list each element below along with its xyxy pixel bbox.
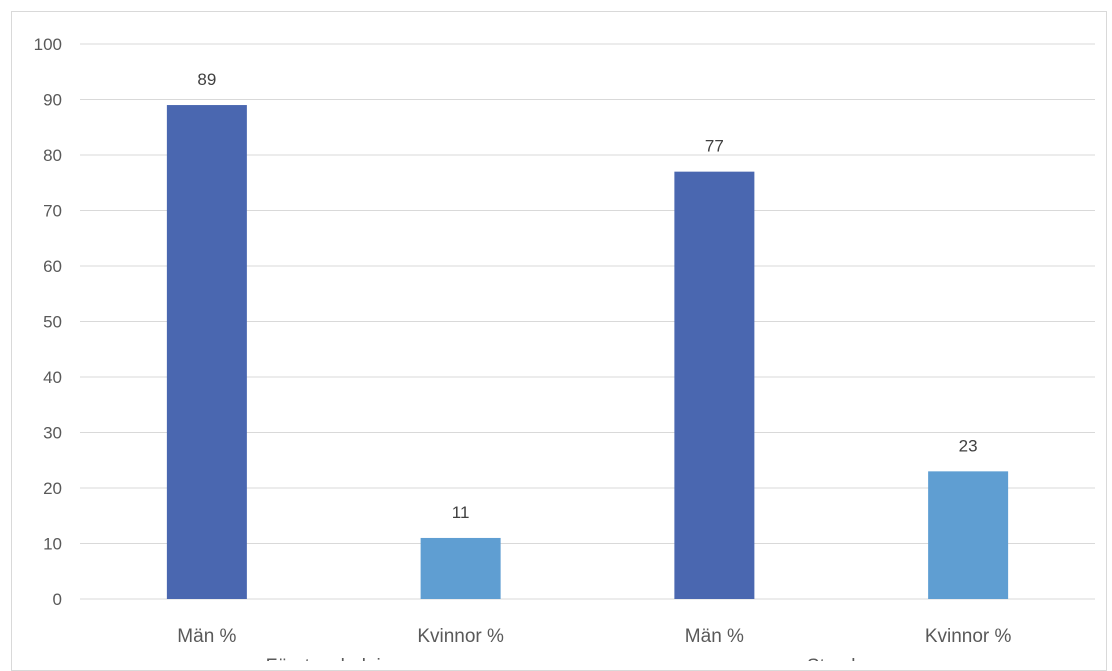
- y-tick-label: 60: [43, 257, 62, 276]
- x-category-label: Män %: [685, 626, 744, 647]
- y-tick-label: 40: [43, 368, 62, 387]
- x-axis-categories: Män % Kvinnor % Män % Kvinnor % Företagsledn…: [177, 626, 1011, 661]
- y-axis-ticks: 0 10 20 30 40 50 60 70 80 90 100: [34, 35, 62, 609]
- data-label: 23: [959, 436, 978, 455]
- x-group-label: Styrelse: [807, 656, 876, 661]
- data-label: 77: [705, 137, 724, 156]
- data-label: 89: [197, 70, 216, 89]
- y-tick-label: 50: [43, 313, 62, 332]
- y-tick-label: 10: [43, 535, 62, 554]
- y-tick-label: 20: [43, 479, 62, 498]
- y-tick-label: 0: [53, 590, 62, 609]
- x-category-label: Män %: [177, 626, 236, 647]
- x-category-label: Kvinnor %: [417, 626, 504, 647]
- bar: [166, 105, 247, 600]
- y-tick-label: 30: [43, 424, 62, 443]
- bars: [166, 105, 1009, 600]
- data-labels: 89 11 77 23: [197, 70, 977, 522]
- bar: [674, 171, 755, 599]
- y-tick-label: 100: [34, 35, 62, 54]
- gridlines: [80, 43, 1095, 600]
- bar: [420, 537, 501, 599]
- data-label: 11: [452, 503, 470, 522]
- x-group-label: Företagsledning: [266, 656, 402, 661]
- y-tick-label: 80: [43, 146, 62, 165]
- x-category-label: Kvinnor %: [925, 626, 1012, 647]
- y-tick-label: 70: [43, 202, 62, 221]
- y-tick-label: 90: [43, 91, 62, 110]
- bar: [928, 471, 1009, 599]
